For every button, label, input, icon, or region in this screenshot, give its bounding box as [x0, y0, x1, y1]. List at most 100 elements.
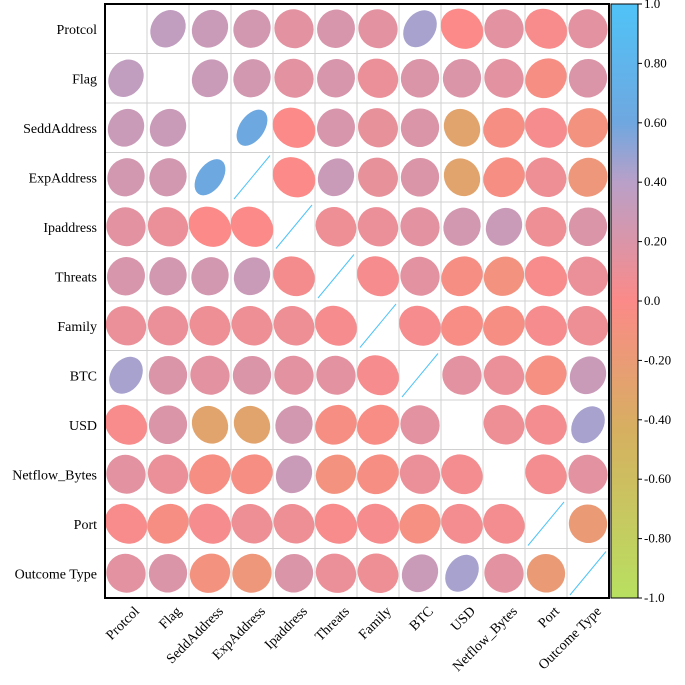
- corr-ellipse: [104, 503, 148, 544]
- x-tick-label: BTC: [407, 604, 437, 634]
- cells: [104, 8, 609, 596]
- colorbar-tick-label: -0.40: [644, 412, 671, 427]
- corr-ellipse: [400, 207, 440, 247]
- corr-ellipse: [483, 355, 525, 395]
- corr-ellipse: [233, 257, 271, 296]
- y-tick-label: Port: [74, 518, 97, 533]
- corr-ellipse: [231, 454, 273, 495]
- corr-ellipse: [525, 207, 567, 247]
- corr-ellipse: [315, 553, 357, 593]
- y-tick-label: ExpAddress: [29, 171, 97, 186]
- corr-ellipse: [189, 306, 231, 346]
- colorbar-tick-label: 0.60: [644, 115, 667, 130]
- corr-ellipse: [441, 305, 483, 346]
- corr-ellipse: [149, 257, 187, 296]
- corr-ellipse: [400, 108, 440, 148]
- corr-ellipse: [400, 157, 440, 197]
- corr-ellipse: [443, 207, 481, 246]
- corr-ellipse: [568, 504, 608, 544]
- corr-ellipse: [317, 9, 355, 48]
- colorbar-tick-label: 1.0: [644, 0, 660, 11]
- corr-ellipse: [569, 356, 607, 395]
- corr-ellipse: [232, 355, 272, 395]
- corr-ellipse: [232, 553, 272, 593]
- corr-ellipse: [233, 59, 271, 98]
- corr-ellipse: [107, 108, 145, 147]
- diagonal-line: [401, 353, 439, 398]
- corr-ellipse: [315, 454, 357, 494]
- corr-ellipse: [399, 454, 441, 494]
- corr-ellipse: [317, 158, 355, 197]
- corr-ellipse: [526, 553, 566, 593]
- corr-ellipse: [106, 207, 146, 247]
- corr-ellipse: [189, 454, 231, 495]
- corr-ellipse: [315, 305, 357, 346]
- corr-ellipse: [524, 256, 568, 297]
- corr-ellipse: [483, 305, 525, 346]
- corr-ellipse: [357, 553, 399, 593]
- corr-ellipse: [233, 405, 271, 444]
- corr-ellipse: [483, 256, 525, 296]
- corr-ellipse: [442, 355, 482, 395]
- corr-ellipse: [105, 306, 147, 346]
- corr-ellipse: [525, 305, 567, 346]
- corr-ellipse: [483, 405, 525, 445]
- corr-ellipse: [230, 206, 274, 247]
- colorbar-tick-label: -0.20: [644, 352, 671, 367]
- corr-ellipse: [190, 355, 230, 395]
- corr-ellipse: [188, 206, 232, 247]
- colorbar-tick-label: 0.40: [644, 174, 667, 189]
- corr-ellipse: [568, 207, 608, 247]
- corr-ellipse: [442, 58, 482, 98]
- corr-ellipse: [315, 207, 357, 247]
- colorbar-tick-label: 0.80: [644, 55, 667, 70]
- corr-ellipse: [315, 404, 357, 445]
- corr-ellipse: [317, 59, 355, 98]
- corr-ellipse: [357, 503, 399, 544]
- corr-ellipse: [104, 404, 148, 445]
- corr-ellipse: [399, 305, 441, 346]
- corr-ellipse: [194, 159, 226, 196]
- corr-ellipse: [400, 405, 440, 445]
- corr-ellipse: [568, 157, 608, 197]
- corr-ellipse: [273, 256, 315, 297]
- corr-ellipse: [108, 59, 144, 98]
- corr-ellipse: [484, 553, 524, 593]
- colorbar-tick-label: -1.0: [644, 590, 665, 605]
- corr-ellipse: [483, 157, 525, 198]
- corr-ellipse: [358, 108, 398, 148]
- diagonal-line: [233, 155, 271, 200]
- corr-ellipse: [357, 355, 399, 396]
- y-tick-label: Protcol: [57, 23, 98, 38]
- corr-ellipse: [316, 355, 356, 395]
- corr-ellipse: [525, 58, 567, 99]
- diagonal-line: [569, 551, 607, 596]
- corr-ellipse: [358, 157, 398, 197]
- x-tick-label: Port: [536, 604, 563, 631]
- corr-ellipse: [189, 503, 231, 544]
- colorbar-tick-label: 0.0: [644, 293, 660, 308]
- corr-ellipse: [191, 9, 229, 48]
- corr-ellipse: [525, 454, 567, 495]
- x-axis-labels: Protcol FlagSeddAddressExpAddressIpaddres…: [104, 604, 605, 675]
- corr-ellipse: [314, 503, 358, 544]
- corr-ellipse: [150, 9, 186, 48]
- corr-ellipse: [357, 256, 399, 297]
- corr-ellipse: [443, 158, 481, 197]
- corr-ellipse: [148, 553, 188, 593]
- x-tick-label: USD: [448, 604, 478, 634]
- y-tick-label: SeddAddress: [23, 122, 97, 137]
- y-tick-label: Ipaddress: [43, 221, 97, 236]
- colorbar-ticks: 1.0 0.80 0.60 0.40 0.20 0.0 -0.20 -0.40 -0.60 -0.…: [638, 0, 671, 605]
- corr-ellipse: [567, 108, 609, 148]
- x-tick-label: Threats: [313, 604, 353, 644]
- corr-ellipse: [236, 109, 268, 146]
- corr-ellipse: [231, 504, 273, 544]
- corr-ellipse: [485, 207, 523, 246]
- corr-ellipse: [107, 257, 145, 296]
- corr-ellipse: [400, 58, 440, 98]
- diagonal-line: [275, 204, 313, 249]
- y-tick-label: Threats: [55, 270, 97, 285]
- corr-ellipse: [109, 356, 143, 394]
